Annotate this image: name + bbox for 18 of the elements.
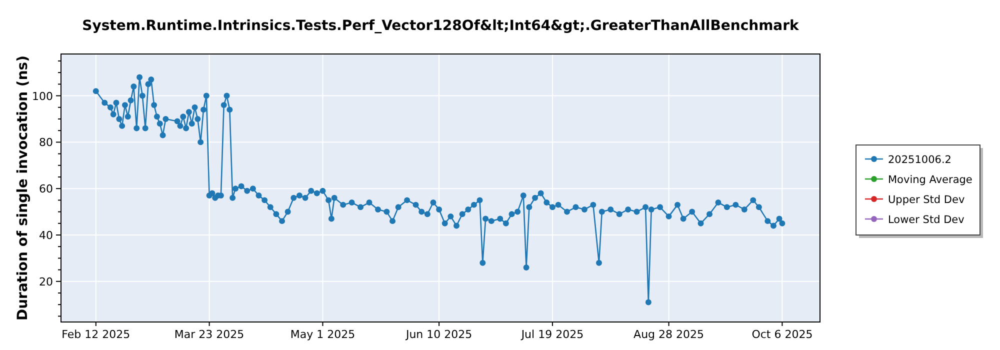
legend-label: Lower Std Dev (888, 214, 964, 226)
x-tick-label: Jul 19 2025 (520, 328, 584, 341)
x-tick-label: Mar 23 2025 (174, 328, 244, 341)
x-tick-label: Oct 6 2025 (752, 328, 813, 341)
legend-label: Moving Average (888, 174, 972, 186)
y-tick-label: 60 (39, 182, 53, 196)
chart-title: System.Runtime.Intrinsics.Tests.Perf_Vector128Of&lt;Int64&gt;.GreaterThanAllBenchmark (82, 18, 800, 34)
legend-label: Upper Std Dev (888, 194, 965, 206)
y-tick-label: 100 (32, 90, 53, 103)
legend-label: 20251006.2 (888, 154, 952, 166)
y-tick-label: 40 (39, 228, 53, 242)
x-tick-label: Jun 10 2025 (404, 328, 472, 341)
y-axis-title: Duration of single invocation (ns) (15, 55, 31, 321)
y-tick-label: 80 (39, 136, 53, 150)
x-tick-label: Feb 12 2025 (62, 328, 130, 341)
x-tick-label: Aug 28 2025 (634, 328, 704, 341)
x-tick-label: May 1 2025 (290, 328, 356, 341)
y-tick-label: 20 (39, 275, 53, 288)
